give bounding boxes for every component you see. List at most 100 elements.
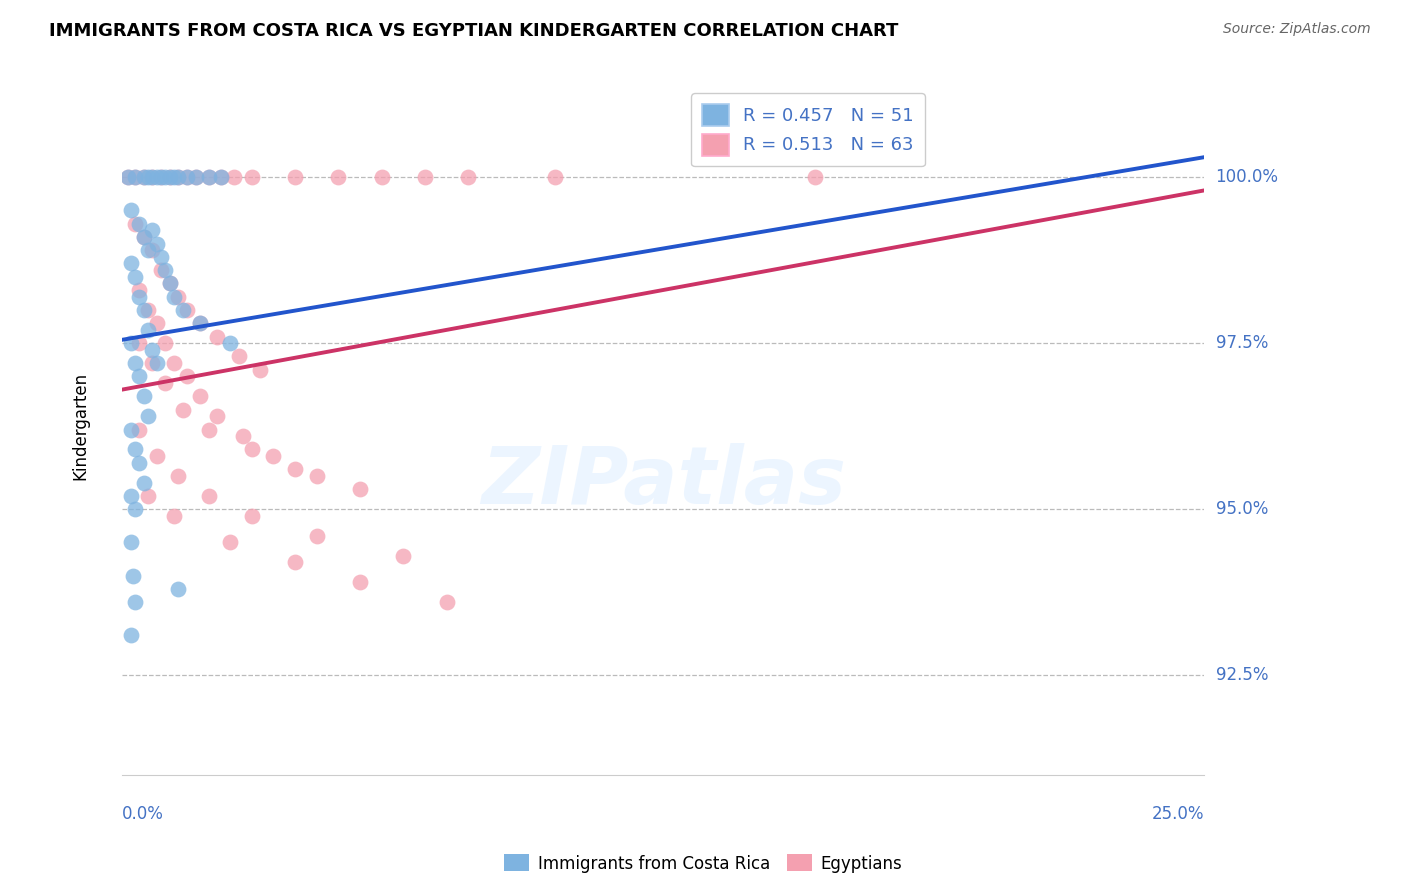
Point [120,489,142,503]
Point [128,336,150,351]
Point [284,555,307,569]
Point [124,170,146,185]
Text: 0.0%: 0.0% [122,805,163,823]
Point [167,582,190,596]
Point [132,170,155,185]
Text: Kindergarten: Kindergarten [72,372,89,480]
Point [188,316,211,330]
Point [188,389,211,403]
Point [141,356,163,370]
Point [436,595,458,609]
Point [211,170,233,185]
Point [205,329,228,343]
Point [262,449,284,463]
Point [124,269,146,284]
Point [128,283,150,297]
Point [219,336,242,351]
Point [145,170,167,185]
Legend: R = 0.457   N = 51, R = 0.513   N = 63: R = 0.457 N = 51, R = 0.513 N = 63 [690,94,925,167]
Point [349,575,371,590]
Point [176,302,198,317]
Point [149,170,172,185]
Point [392,549,415,563]
Point [172,302,194,317]
Point [141,170,163,185]
Point [141,170,163,185]
Point [145,449,167,463]
Point [145,236,167,251]
Point [167,290,190,304]
Point [184,170,207,185]
Point [163,170,186,185]
Point [240,170,263,185]
Point [167,469,190,483]
Text: 92.5%: 92.5% [1216,666,1268,684]
Point [159,170,181,185]
Point [128,217,150,231]
Point [188,316,211,330]
Text: ZIPatlas: ZIPatlas [481,443,845,521]
Point [159,277,181,291]
Point [155,376,177,390]
Point [172,402,194,417]
Point [120,203,142,218]
Point [121,568,143,582]
Point [132,230,155,244]
Point [149,263,172,277]
Point [284,462,307,476]
Point [176,369,198,384]
Point [136,409,159,424]
Point [205,409,228,424]
Point [136,489,159,503]
Point [120,628,142,642]
Point [228,350,250,364]
Point [155,170,177,185]
Point [145,356,167,370]
Point [120,535,142,549]
Point [159,170,181,185]
Point [413,170,436,185]
Point [249,362,271,376]
Text: 100.0%: 100.0% [1216,168,1278,186]
Point [136,323,159,337]
Point [305,469,328,483]
Point [128,423,150,437]
Point [240,442,263,457]
Point [176,170,198,185]
Point [167,170,190,185]
Point [124,442,146,457]
Point [124,356,146,370]
Point [163,508,186,523]
Point [803,170,825,185]
Point [155,336,177,351]
Point [457,170,479,185]
Point [124,170,146,185]
Point [124,595,146,609]
Text: Source: ZipAtlas.com: Source: ZipAtlas.com [1223,22,1371,37]
Point [149,250,172,264]
Point [197,489,219,503]
Point [197,170,219,185]
Point [120,336,142,351]
Point [328,170,350,185]
Point [141,243,163,257]
Point [370,170,392,185]
Point [132,302,155,317]
Point [219,535,242,549]
Text: IMMIGRANTS FROM COSTA RICA VS EGYPTIAN KINDERGARTEN CORRELATION CHART: IMMIGRANTS FROM COSTA RICA VS EGYPTIAN K… [49,22,898,40]
Point [136,170,159,185]
Point [132,230,155,244]
Point [128,290,150,304]
Point [141,223,163,237]
Point [145,316,167,330]
Point [136,302,159,317]
Point [197,170,219,185]
Text: 95.0%: 95.0% [1216,500,1268,518]
Point [155,263,177,277]
Point [349,483,371,497]
Point [124,217,146,231]
Point [159,277,181,291]
Point [120,423,142,437]
Point [176,170,198,185]
Point [211,170,233,185]
